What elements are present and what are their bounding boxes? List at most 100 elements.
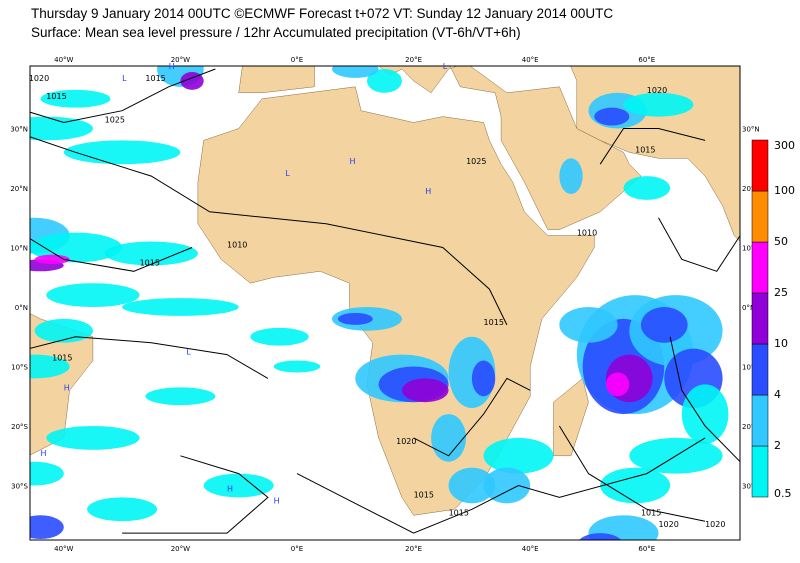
- pressure-centre: H: [64, 383, 70, 392]
- precip-area: [122, 298, 239, 316]
- precip-area: [250, 327, 309, 346]
- landmass: [197, 86, 595, 516]
- latitude-label: 10°S: [11, 364, 28, 372]
- isobar: [30, 238, 193, 272]
- precip-area: [471, 360, 496, 397]
- precip-area: [63, 140, 181, 165]
- longitude-label: 40°E: [522, 545, 539, 553]
- isobar-label: 1015: [641, 508, 661, 517]
- precip-area: [483, 437, 554, 474]
- precip-area: [600, 467, 671, 504]
- labels: 1020 1015 1025 1015 1015 1010 1015 1025 1020 1015…: [10, 56, 759, 553]
- colorbar-label: 100: [774, 184, 795, 197]
- longitude-label: 0°E: [291, 56, 303, 64]
- precip-area: [273, 360, 321, 373]
- longitude-label: 60°E: [638, 56, 655, 64]
- pressure-centre: L: [285, 169, 290, 178]
- latitude-label: 20°N: [742, 185, 760, 193]
- isobar-label: 1015: [484, 318, 504, 327]
- latitude-label: 20°S: [742, 423, 759, 431]
- colorbar-segment: [751, 445, 769, 498]
- longitude-label: 60°E: [638, 545, 655, 553]
- longitude-label: 40°W: [54, 56, 73, 64]
- isobar: [599, 128, 706, 165]
- isobar-label: 1015: [414, 490, 434, 499]
- isobar-label: 1015: [46, 92, 66, 101]
- longitude-label: 0°E: [291, 545, 303, 553]
- isobar: [413, 377, 531, 457]
- landmass: [553, 377, 589, 457]
- precip-area: [30, 515, 64, 540]
- precip-area: [559, 307, 618, 343]
- isobar-label: 1020: [647, 86, 667, 95]
- precip-area: [331, 66, 379, 78]
- isobar: [658, 217, 740, 272]
- pressure-centre: L: [122, 74, 127, 83]
- precip-area: [337, 312, 373, 325]
- pressure-centre: H: [349, 157, 355, 166]
- precip-area: [30, 116, 93, 141]
- precip-area: [104, 241, 198, 266]
- precip-area: [30, 354, 70, 379]
- precip-area: [448, 467, 496, 504]
- precip-area: [431, 414, 467, 462]
- colorbar-segment: [751, 394, 769, 447]
- colorbar-label: 0.5: [774, 487, 792, 500]
- precip-area: [681, 384, 729, 444]
- pressure-centre: H: [40, 449, 46, 458]
- subtitle: Surface: Mean sea level pressure / 12hr …: [31, 25, 521, 40]
- longitude-label: 20°W: [171, 545, 190, 553]
- landmass: [180, 0, 268, 45]
- longitude-label: 40°W: [54, 545, 73, 553]
- pressure-centre: H: [227, 484, 233, 493]
- latitude-label: 10°N: [742, 245, 760, 253]
- precip-area: [640, 307, 688, 343]
- isobar-label: 1015: [145, 74, 165, 83]
- latitude-label: 30°S: [11, 483, 28, 491]
- precip-area: [559, 158, 583, 194]
- latitude-label: 20°N: [10, 185, 28, 193]
- isobars: [30, 68, 740, 534]
- precip-area: [203, 473, 274, 498]
- precip-area: [483, 467, 531, 504]
- landmass: [238, 66, 315, 94]
- title: Thursday 9 January 2014 00UTC ©ECMWF For…: [31, 6, 614, 21]
- colorbar-segment: [751, 139, 769, 192]
- colorbar-label: 10: [774, 337, 788, 350]
- pressure-centre: L: [186, 348, 191, 357]
- colorbar-label: 50: [774, 235, 788, 248]
- precip-area: [180, 71, 204, 90]
- isobar-label: 1015: [635, 145, 655, 154]
- precip-area: [623, 92, 694, 117]
- precip-area: [579, 533, 622, 540]
- isobar-label: 1020: [29, 74, 49, 83]
- precip-area: [87, 497, 158, 522]
- precip-area: [605, 372, 630, 397]
- colorbar-label: 2: [774, 439, 781, 452]
- longitude-label: 20°E: [405, 56, 422, 64]
- colorbar-segment: [751, 343, 769, 396]
- isobar-label: 1015: [52, 354, 72, 363]
- latitude-label: 10°N: [10, 245, 28, 253]
- latitude-label: 30°N: [10, 126, 28, 134]
- precip-area: [46, 283, 140, 307]
- colorbar-segment: [751, 292, 769, 345]
- pressure-centre: H: [425, 187, 431, 196]
- precip-area: [145, 387, 216, 406]
- isobar: [669, 336, 740, 463]
- isobar: [30, 68, 216, 124]
- isobar-label: 1015: [449, 508, 469, 517]
- latitude-label: 30°S: [742, 483, 759, 491]
- longitude-label: 40°E: [522, 56, 539, 64]
- isobar-label: 1020: [396, 437, 416, 446]
- pressure-centre: H: [169, 62, 175, 71]
- isobar-label: 1010: [577, 229, 597, 238]
- map-frame: [29, 65, 741, 541]
- colorbar-label: 300: [774, 139, 795, 152]
- latitude-label: 0°N: [742, 304, 755, 312]
- isobar-label: 1025: [105, 116, 125, 125]
- isobar-label: 1020: [658, 520, 678, 529]
- isobar: [296, 437, 706, 534]
